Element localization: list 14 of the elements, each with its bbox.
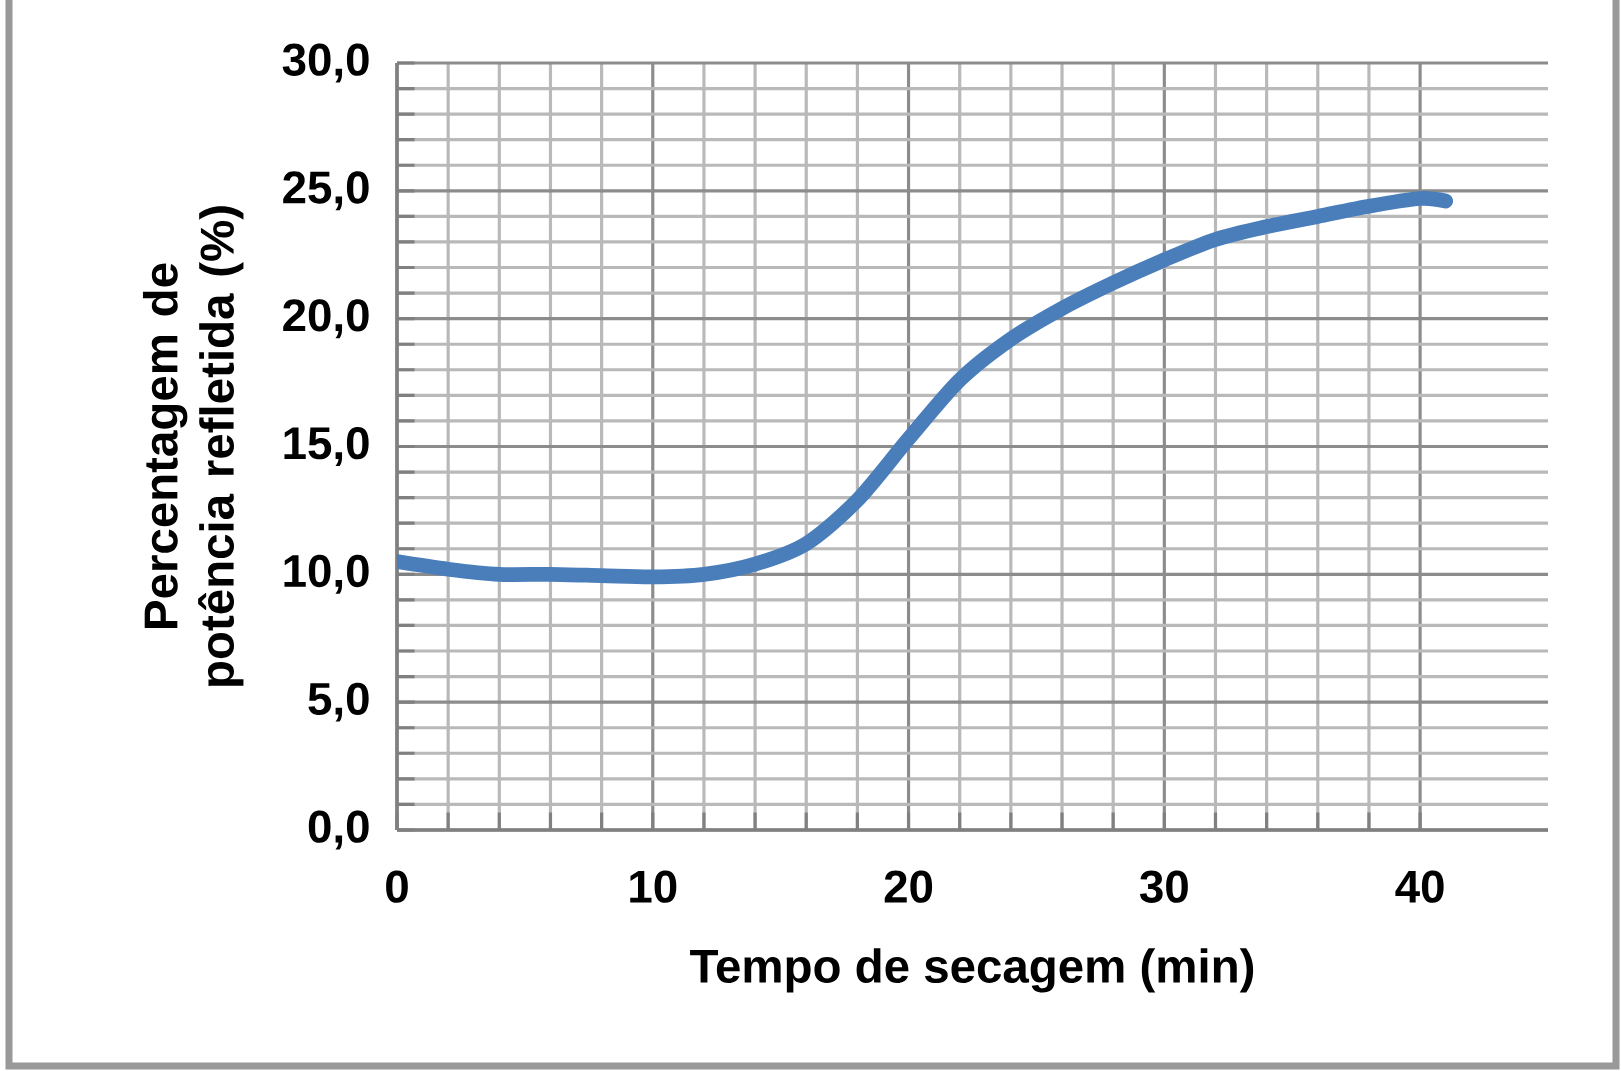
y-axis-title: Percentagem de potência refletida (%) [142,206,244,686]
y-tick-label: 0,0 [308,810,369,850]
x-tick-label: 10 [630,870,677,903]
y-tick-label: 15,0 [284,426,369,466]
x-axis-title: Tempo de secagem (min) [690,948,1254,993]
x-tick-label: 30 [1139,870,1188,903]
y-tick-label: 20,0 [283,299,369,339]
y-tick-label: 30,0 [282,43,369,83]
y-tick-label: 5,0 [308,682,369,722]
x-tick-label: 0 [386,870,408,903]
y-tick-label: 10,0 [284,554,369,594]
y-tick-label: 25,0 [283,171,369,211]
x-tick-label: 20 [884,870,933,903]
x-tick-label: 40 [1395,870,1444,903]
